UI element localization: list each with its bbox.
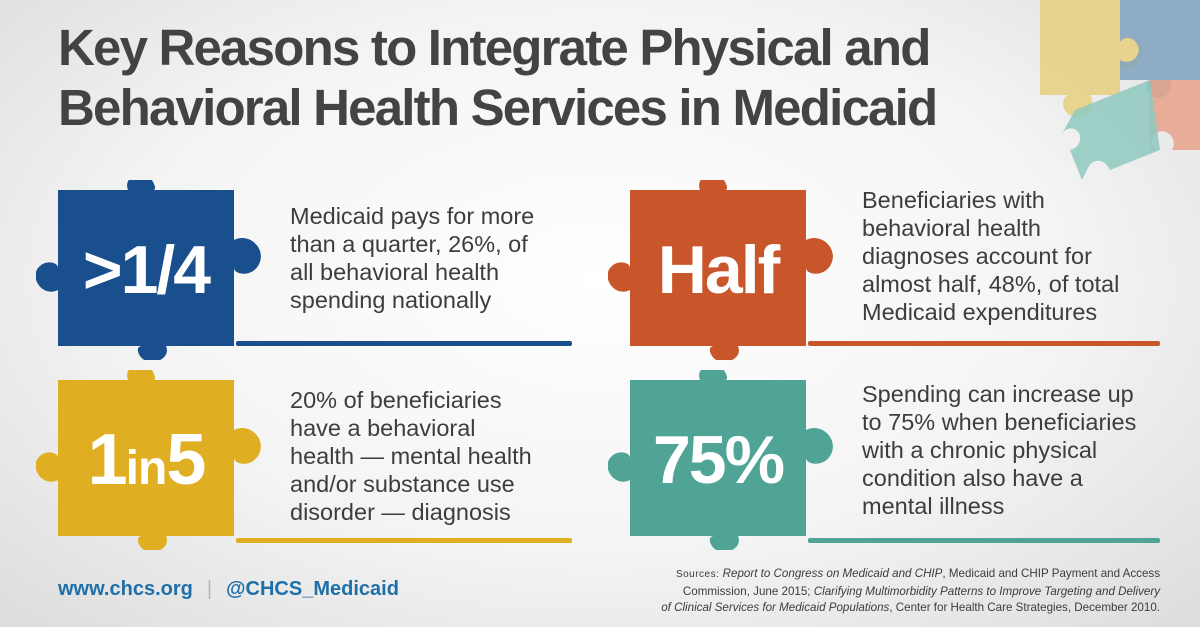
divider-gold [236, 538, 572, 543]
fact-text-half: Beneficiaries with behavioral health dia… [862, 186, 1119, 326]
line: Medicaid pays for more [290, 203, 535, 229]
stat-half: Half [657, 232, 780, 308]
source-1-rest-b: Commission, June 2015; [682, 584, 814, 598]
fact-text-seventy-five: Spending can increase up to 75% when ben… [862, 380, 1136, 520]
stat-quarter: >1/4 [82, 232, 211, 308]
fact-card-half: Half Beneficiaries with behavioral healt… [608, 180, 1168, 360]
line: disorder — diagnosis [290, 499, 511, 525]
puzzle-piece-peach [1150, 80, 1200, 150]
fact-text-one-in-five: 20% of beneficiaries have a behavioral h… [290, 386, 532, 526]
line: condition also have a [862, 465, 1083, 491]
line: than a quarter, 26%, of [290, 231, 528, 257]
twitter-handle-link[interactable]: @CHCS_Medicaid [226, 578, 399, 600]
line: all behavioral health [290, 259, 500, 285]
stat-number-1: 1 [87, 420, 128, 500]
line: behavioral health [862, 215, 1041, 241]
sources-citation: Sources: Report to Congress on Medicaid … [600, 566, 1160, 617]
line: Beneficiaries with [862, 187, 1045, 213]
puzzle-piece-icon [608, 370, 833, 550]
divider-orange [808, 341, 1160, 346]
divider-blue [236, 341, 572, 346]
fact-card-seventy-five: 75% Spending can increase up to 75% when… [608, 370, 1168, 550]
footer-separator: | [206, 578, 213, 600]
footer-links: www.chcs.org | @CHCS_Medicaid [58, 578, 399, 601]
website-link[interactable]: www.chcs.org [58, 578, 193, 600]
line: 20% of beneficiaries [290, 387, 502, 413]
line: health — mental health [290, 443, 532, 469]
line: Spending can increase up [862, 381, 1134, 407]
puzzle-piece-icon [36, 370, 261, 550]
line: with a chronic physical [862, 437, 1098, 463]
page-title: Key Reasons to Integrate Physical and Be… [58, 18, 1058, 138]
stat-number-5: 5 [166, 420, 206, 500]
line: diagnoses account for [862, 243, 1092, 269]
sources-label: Sources: [675, 569, 720, 580]
title-line-1: Key Reasons to Integrate Physical and [58, 19, 931, 76]
puzzle-piece-icon [36, 180, 261, 360]
puzzle-piece-blue [1120, 0, 1200, 98]
fact-text-quarter: Medicaid pays for more than a quarter, 2… [290, 202, 534, 314]
source-1-rest-a: , Medicaid and CHIP Payment and Access [942, 567, 1160, 580]
puzzle-piece-icon [608, 180, 833, 360]
stat-one-in-five: 1in5 [56, 420, 236, 509]
stat-word-in: in [125, 442, 168, 495]
source-2-rest: , Center for Health Care Strategies, Dec… [889, 601, 1160, 614]
source-2-title-a: Clarifying Multimorbidity Patterns to Im… [813, 584, 1160, 598]
stat-seventy-five: 75% [652, 422, 785, 498]
line: mental illness [862, 493, 1005, 519]
line: Medicaid expenditures [862, 299, 1098, 325]
fact-card-quarter: >1/4 Medicaid pays for more than a quart… [36, 180, 596, 360]
puzzle-piece-teal [1062, 80, 1160, 180]
line: almost half, 48%, of total [862, 271, 1120, 297]
divider-teal [808, 538, 1160, 543]
line: and/or substance use [290, 471, 515, 497]
fact-card-one-in-five: 1in5 20% of beneficiaries have a behavio… [36, 370, 596, 550]
title-line-2: Behavioral Health Services in Medicaid [58, 79, 938, 136]
source-1-title: Report to Congress on Medicaid and CHIP [722, 567, 943, 580]
line: have a behavioral [290, 415, 476, 441]
puzzle-piece-yellow [1040, 0, 1144, 118]
line: to 75% when beneficiaries [862, 409, 1137, 435]
line: spending nationally [290, 287, 492, 313]
source-2-title-b: of Clinical Services for Medicaid Popula… [661, 601, 890, 614]
decorative-puzzle-cluster [1040, 0, 1200, 180]
